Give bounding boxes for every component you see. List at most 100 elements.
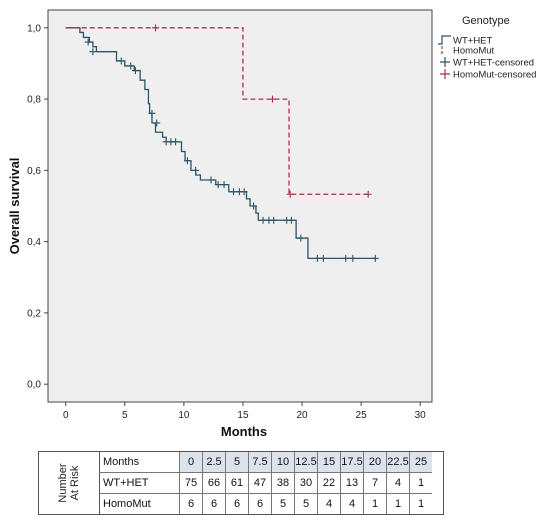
censor-mark <box>349 254 357 262</box>
risk-month-header: 15 <box>317 452 341 473</box>
censor-mark <box>259 216 267 224</box>
risk-header-label: Months <box>99 452 180 473</box>
series-line-wt-het <box>65 27 377 260</box>
x-tick-label: 25 <box>356 410 368 421</box>
x-tick-label: 5 <box>122 410 128 421</box>
censor-mark <box>153 119 161 127</box>
risk-row-label: HomoMut <box>99 493 180 514</box>
risk-count-cell: 22 <box>317 472 341 494</box>
censor-mark <box>84 38 92 46</box>
risk-header-row: Months 0 2.5 5 7.5 10 12.5 15 17.5 20 22.5 25 <box>99 452 432 473</box>
risk-side-label-line1: Number <box>57 463 69 503</box>
risk-count-cell: 38 <box>271 472 295 494</box>
risk-month-header: 25 <box>409 452 432 473</box>
risk-month-header: 2.5 <box>202 452 226 473</box>
risk-month-header: 20 <box>363 452 387 473</box>
risk-row-wt-het: WT+HET 75 66 61 47 38 30 22 13 7 4 1 <box>99 472 432 494</box>
series-line-homomut <box>65 27 370 195</box>
risk-count-cell: 5 <box>294 493 318 514</box>
y-axis-title: Overall survival <box>7 158 22 255</box>
censor-mark <box>183 157 191 165</box>
censor-mark <box>192 166 200 174</box>
risk-table-container: Number At Risk Months 0 2.5 5 7.5 10 12.5 15 17… <box>38 451 444 515</box>
x-tick-label: 15 <box>237 410 249 421</box>
risk-month-header: 10 <box>271 452 295 473</box>
censor-mark <box>152 24 160 32</box>
risk-count-cell: 4 <box>340 493 364 514</box>
legend-entry: WT+HET-censored <box>453 58 534 69</box>
risk-count-cell: 4 <box>386 472 410 494</box>
censor-mark <box>172 138 180 146</box>
censor-mark <box>250 202 258 210</box>
legend-title: Genotype <box>462 15 510 27</box>
risk-month-header: 7.5 <box>248 452 272 473</box>
legend-entry: WT+HET <box>453 36 493 47</box>
risk-count-cell: 61 <box>225 472 249 494</box>
x-tick-label: 30 <box>415 410 427 421</box>
censor-mark <box>240 188 248 196</box>
censor-mark <box>127 62 135 70</box>
risk-count-cell: 7 <box>363 472 387 494</box>
risk-month-header: 22.5 <box>386 452 410 473</box>
censor-mark <box>220 181 228 189</box>
censor-mark <box>148 109 156 117</box>
number-at-risk-table: Months 0 2.5 5 7.5 10 12.5 15 17.5 20 22.5 25 WT+H… <box>99 452 432 514</box>
y-tick-label: 1,0 <box>27 23 41 34</box>
risk-count-cell: 66 <box>202 472 226 494</box>
x-tick-label: 10 <box>178 410 190 421</box>
censor-mark <box>364 190 372 198</box>
x-tick-label: 0 <box>63 410 69 421</box>
y-tick-label: 0,2 <box>27 308 41 319</box>
legend-swatch-censor <box>440 57 450 67</box>
censor-mark <box>313 254 321 262</box>
censor-mark <box>230 188 238 196</box>
y-tick-label: 0,8 <box>27 95 41 106</box>
censor-mark <box>270 216 278 224</box>
risk-month-header: 5 <box>225 452 249 473</box>
risk-count-cell: 1 <box>409 493 432 514</box>
risk-count-cell: 6 <box>202 493 226 514</box>
risk-month-header: 17.5 <box>340 452 364 473</box>
risk-count-cell: 6 <box>179 493 203 514</box>
risk-count-cell: 4 <box>317 493 341 514</box>
risk-count-cell: 13 <box>340 472 364 494</box>
censor-mark <box>89 48 97 56</box>
risk-row-label: WT+HET <box>99 472 180 494</box>
censor-mark <box>207 176 215 184</box>
censor-mark <box>342 254 350 262</box>
risk-count-cell: 1 <box>363 493 387 514</box>
censor-mark <box>371 254 379 262</box>
y-tick-label: 0,0 <box>27 380 41 391</box>
censor-mark <box>131 67 139 75</box>
censor-mark <box>214 181 222 189</box>
x-tick-label: 20 <box>296 410 308 421</box>
risk-count-cell: 30 <box>294 472 318 494</box>
y-tick-label: 0,4 <box>27 237 41 248</box>
risk-month-header: 0 <box>179 452 203 473</box>
legend-swatch-censor <box>440 69 450 79</box>
y-tick-label: 0,6 <box>27 166 41 177</box>
censor-mark <box>297 234 305 242</box>
legend-entry: HomoMut <box>453 46 495 57</box>
plot-area <box>47 9 433 403</box>
legend-entry: HomoMut-censored <box>453 70 536 81</box>
risk-count-cell: 1 <box>409 472 432 494</box>
censor-mark <box>268 95 276 103</box>
legend-swatch-line <box>438 35 451 45</box>
censor-mark <box>319 254 327 262</box>
risk-side-label-line2: At Risk <box>69 465 81 501</box>
survival-chart: 0 5 10 15 20 25 30 0,0 0,2 0,4 0,6 0,8 1,0 Months Over… <box>7 9 536 439</box>
risk-count-cell: 6 <box>248 493 272 514</box>
risk-count-cell: 6 <box>225 493 249 514</box>
censor-mark <box>117 57 125 65</box>
censor-mark <box>287 216 295 224</box>
risk-count-cell: 75 <box>179 472 203 494</box>
censor-mark <box>286 190 294 198</box>
risk-count-cell: 1 <box>386 493 410 514</box>
risk-count-cell: 5 <box>271 493 295 514</box>
risk-count-cell: 47 <box>248 472 272 494</box>
x-axis-title: Months <box>221 424 267 439</box>
risk-month-header: 12.5 <box>294 452 318 473</box>
risk-side-label: Number At Risk <box>39 452 100 514</box>
